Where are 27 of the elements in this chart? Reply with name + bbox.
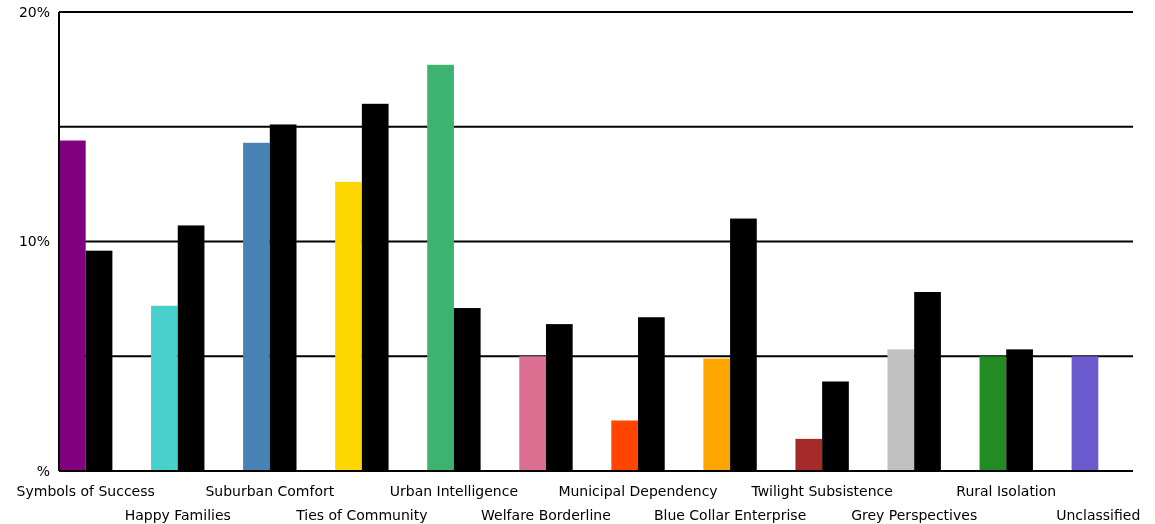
bar <box>611 420 639 471</box>
x-tick-label: Ties of Community <box>295 507 428 523</box>
x-tick-label: Happy Families <box>124 507 231 523</box>
bar <box>59 140 86 471</box>
x-tick-label: Municipal Dependency <box>558 483 718 499</box>
x-tick-label: Symbols of Success <box>16 483 155 499</box>
y-tick-label: 10% <box>18 233 50 250</box>
y-tick-label: % <box>36 462 50 479</box>
bar <box>519 356 546 471</box>
x-tick-label: Welfare Borderline <box>481 507 611 523</box>
x-tick-label: Urban Intelligence <box>389 483 519 499</box>
bar <box>979 356 1007 471</box>
bar <box>703 358 731 471</box>
bar <box>795 438 823 471</box>
x-tick-label: Twilight Subsistence <box>750 483 893 499</box>
bar <box>151 305 178 471</box>
bar <box>427 64 454 471</box>
bar <box>887 349 915 471</box>
x-tick-label: Suburban Comfort <box>205 483 335 499</box>
x-tick-label: Unclassified <box>1056 507 1141 523</box>
bar <box>243 142 270 471</box>
bar <box>1071 356 1099 471</box>
x-tick-label: Grey Perspectives <box>851 507 978 523</box>
x-tick-label: Blue Collar Enterprise <box>653 507 807 523</box>
y-tick-label: 20% <box>18 3 50 20</box>
bar <box>335 181 362 471</box>
x-tick-label: Rural Isolation <box>956 483 1057 499</box>
